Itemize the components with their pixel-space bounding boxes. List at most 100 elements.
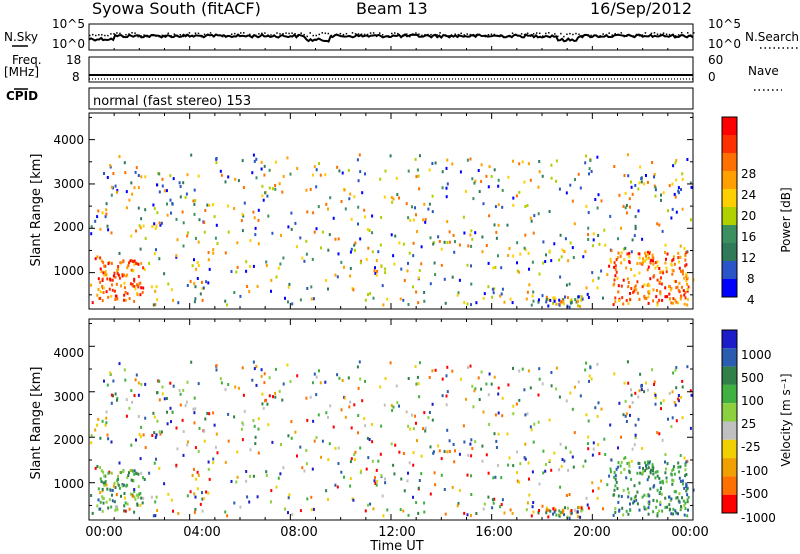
power-point: [107, 262, 110, 265]
power-point: [443, 277, 446, 281]
velocity-point: [271, 440, 274, 444]
power-point: [682, 289, 685, 293]
velocity-point: [664, 460, 666, 464]
velocity-point: [512, 412, 515, 416]
power-cbar-segment: [722, 225, 737, 243]
power-point: [499, 294, 502, 298]
velocity-point: [681, 479, 684, 483]
power-point: [417, 301, 420, 305]
velocity-point: [466, 473, 469, 477]
velocity-point: [458, 452, 461, 456]
velocity-point: [638, 389, 641, 393]
velocity-ytick: 2000: [53, 433, 84, 447]
power-point: [509, 297, 512, 301]
velocity-point: [261, 402, 264, 406]
power-point: [668, 285, 670, 289]
power-point: [403, 279, 406, 282]
velocity-point: [532, 440, 535, 444]
velocity-point: [647, 512, 650, 516]
velocity-cbar-segment: [722, 421, 737, 440]
nsearch-point: [140, 35, 142, 37]
velocity-point: [674, 368, 677, 372]
power-point: [429, 236, 432, 240]
power-point: [634, 227, 637, 231]
power-point: [577, 304, 579, 308]
power-point: [265, 260, 268, 264]
velocity-point: [107, 471, 110, 475]
power-point: [685, 251, 688, 254]
velocity-point: [684, 462, 687, 466]
velocity-point: [628, 464, 631, 468]
velocity-point: [392, 463, 395, 467]
velocity-point: [678, 476, 681, 480]
power-point: [686, 288, 689, 291]
velocity-point: [677, 499, 680, 503]
velocity-point: [114, 486, 117, 489]
velocity-point: [492, 476, 495, 480]
power-point: [309, 187, 312, 191]
velocity-point: [606, 483, 609, 487]
velocity-point: [136, 493, 138, 497]
velocity-point: [681, 416, 684, 420]
power-point: [105, 290, 108, 294]
velocity-point: [630, 388, 632, 392]
power-point: [454, 240, 456, 244]
power-point: [487, 261, 490, 265]
velocity-point: [448, 450, 451, 453]
velocity-point: [613, 372, 616, 376]
velocity-point: [445, 374, 448, 378]
velocity-point: [446, 450, 449, 454]
power-point: [572, 256, 575, 259]
nsearch-point: [475, 33, 478, 36]
velocity-point: [613, 488, 616, 492]
power-point: [227, 230, 230, 234]
power-point: [463, 301, 466, 305]
velocity-point: [97, 498, 100, 502]
power-point: [626, 277, 629, 281]
velocity-point: [686, 493, 689, 497]
velocity-point: [150, 495, 153, 499]
power-point: [382, 303, 385, 307]
velocity-point: [597, 401, 600, 405]
power-point: [641, 237, 644, 241]
power-point: [470, 244, 473, 248]
power-point: [389, 154, 392, 158]
power-point: [111, 278, 114, 282]
velocity-point: [686, 500, 689, 504]
power-point: [124, 290, 127, 294]
nsearch-point: [170, 35, 173, 37]
velocity-point: [105, 416, 108, 420]
power-cbar-tick: 24: [741, 188, 756, 202]
power-point: [340, 200, 343, 203]
nsearch-point: [487, 33, 490, 36]
power-point: [614, 267, 617, 271]
velocity-point: [408, 461, 411, 465]
power-point: [684, 258, 687, 262]
nsearch-point: [101, 34, 103, 36]
velocity-point: [483, 502, 486, 506]
nsearch-point: [653, 32, 656, 34]
power-cbar-tick: 28: [741, 167, 756, 181]
velocity-point: [103, 379, 105, 383]
velocity-point: [160, 430, 163, 434]
velocity-point: [537, 420, 540, 424]
velocity-point: [642, 466, 644, 470]
nsearch-point: [460, 32, 462, 35]
velocity-point: [545, 508, 548, 512]
power-point: [364, 298, 367, 302]
power-point: [671, 259, 674, 263]
nsearch-point: [448, 35, 450, 37]
power-point: [158, 190, 161, 194]
nsearch-point: [406, 33, 408, 35]
velocity-point: [624, 456, 627, 460]
velocity-point: [245, 479, 248, 483]
velocity-point: [347, 376, 350, 380]
velocity-point: [553, 510, 556, 514]
nsearch-point: [614, 33, 616, 35]
nsearch-point: [261, 32, 263, 35]
power-point: [224, 299, 227, 303]
velocity-point: [193, 467, 195, 471]
velocity-point: [192, 407, 195, 411]
velocity-point: [154, 500, 157, 504]
power-point: [553, 299, 556, 303]
